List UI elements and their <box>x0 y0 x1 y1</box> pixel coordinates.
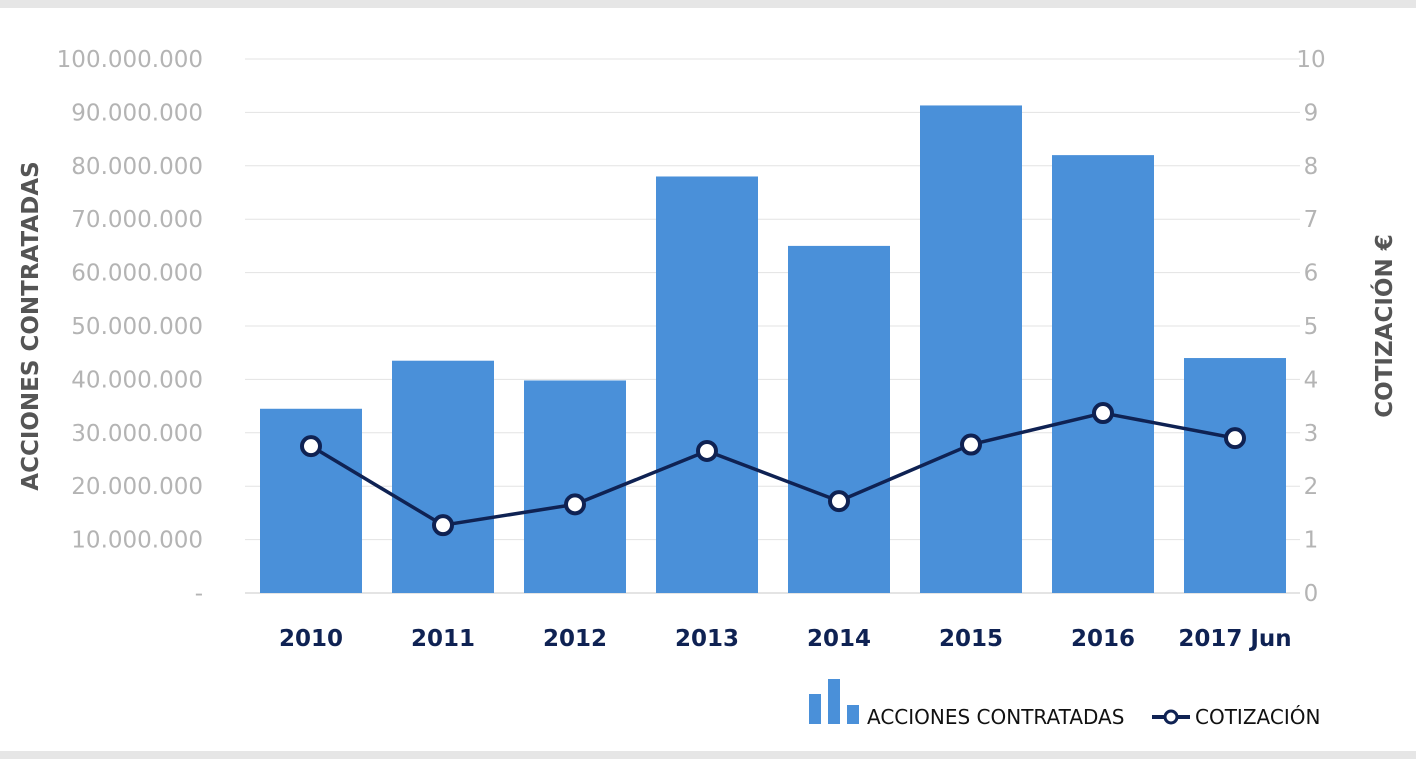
bar <box>1052 155 1154 593</box>
right-tick-label: 6 <box>1304 261 1319 287</box>
left-tick-label: 40.000.000 <box>71 367 203 393</box>
left-axis-title: ACCIONES CONTRATADAS <box>18 161 44 490</box>
bottom-border <box>0 751 1416 759</box>
category-label: 2014 <box>807 626 871 652</box>
left-tick-label: 10.000.000 <box>71 528 203 554</box>
category-label: 2013 <box>675 626 739 652</box>
right-tick-label: 5 <box>1304 314 1319 340</box>
right-tick-label: 7 <box>1304 207 1319 233</box>
bars-acciones-contratadas <box>260 105 1286 594</box>
legend: ACCIONES CONTRATADAS COTIZACIÓN <box>809 679 1320 729</box>
top-border <box>0 0 1416 8</box>
right-axis-title: COTIZACIÓN € <box>1370 234 1398 417</box>
category-label: 2011 <box>411 626 475 652</box>
line-cotizacion <box>300 402 1246 537</box>
left-tick-label: 50.000.000 <box>71 314 203 340</box>
line-point <box>696 439 718 462</box>
bar <box>1184 358 1286 593</box>
left-tick-label: 100.000.000 <box>57 47 203 73</box>
left-tick-label: 30.000.000 <box>71 421 203 447</box>
line-point <box>1092 402 1114 425</box>
line-point <box>828 490 850 513</box>
legend-bar-icon <box>809 679 859 724</box>
left-tick-label: 90.000.000 <box>71 100 203 126</box>
category-label: 2012 <box>543 626 607 652</box>
legend-line-icon <box>1152 709 1190 725</box>
line-point <box>1224 427 1246 450</box>
left-tick-label: 60.000.000 <box>71 261 203 287</box>
right-tick-label: 3 <box>1304 421 1319 447</box>
left-tick-label: - <box>195 581 203 607</box>
bar <box>788 245 890 593</box>
right-tick-label: 8 <box>1304 154 1319 180</box>
bar <box>392 360 494 593</box>
category-label: 2015 <box>939 626 1003 652</box>
line-point <box>960 433 982 456</box>
bar <box>920 105 1022 593</box>
right-tick-label: 9 <box>1304 100 1319 126</box>
legend-label-acciones: ACCIONES CONTRATADAS <box>867 705 1124 729</box>
right-tick-label: 10 <box>1296 47 1325 73</box>
line-point <box>564 493 586 516</box>
axis-ticks: - 0 10.000.000 1 20.000.000 2 30.000.000 3 40.00… <box>57 47 1326 652</box>
left-tick-label: 20.000.000 <box>71 474 203 500</box>
right-tick-label: 2 <box>1304 474 1319 500</box>
right-tick-label: 0 <box>1304 581 1319 607</box>
left-tick-label: 70.000.000 <box>71 207 203 233</box>
category-label: 2010 <box>279 626 343 652</box>
line-point <box>300 435 322 458</box>
legend-label-cotizacion: COTIZACIÓN <box>1195 705 1320 729</box>
bar <box>656 176 758 594</box>
bar <box>524 380 626 593</box>
left-tick-label: 80.000.000 <box>71 154 203 180</box>
series-line <box>310 411 1236 527</box>
category-label: 2017 Jun <box>1178 626 1291 652</box>
right-tick-label: 1 <box>1304 528 1319 554</box>
category-label: 2016 <box>1071 626 1135 652</box>
line-point <box>432 514 454 537</box>
right-tick-label: 4 <box>1304 367 1319 393</box>
